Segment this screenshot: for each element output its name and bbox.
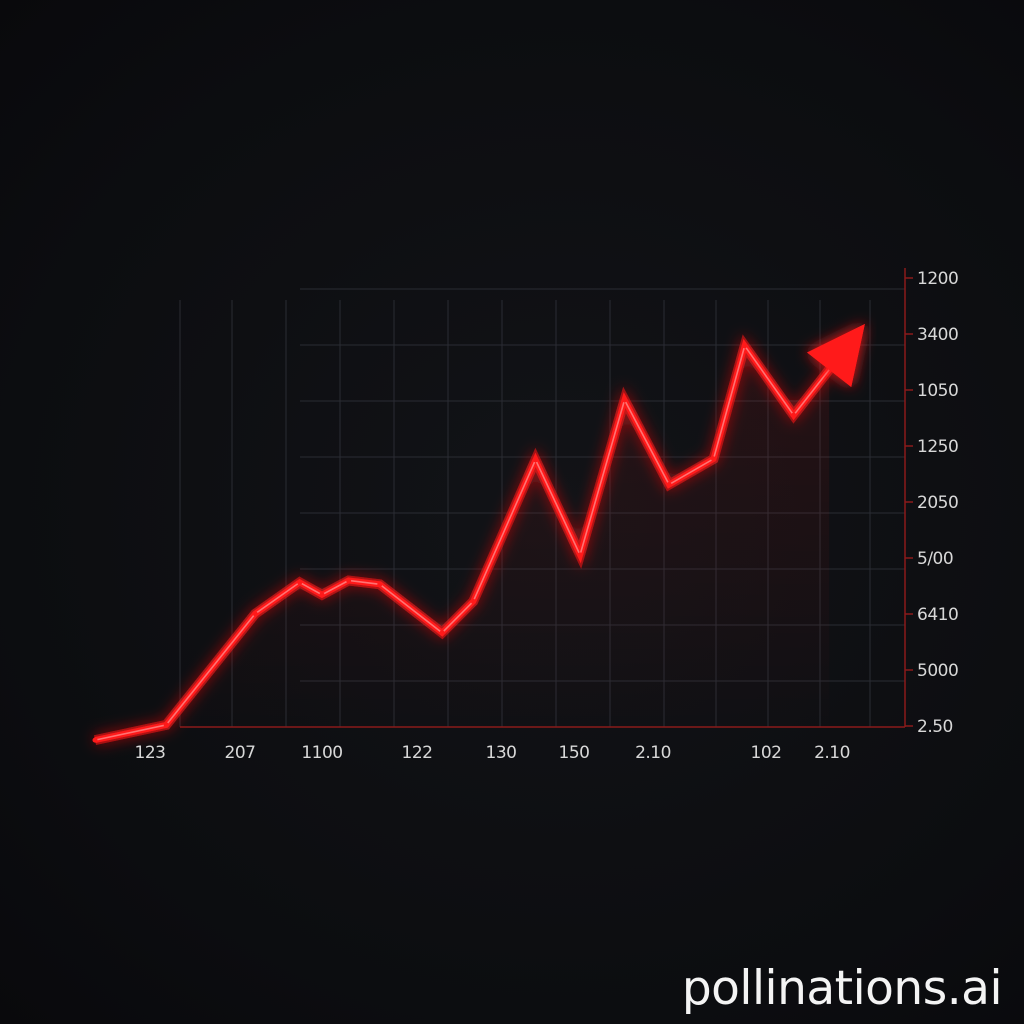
data-point: [622, 397, 628, 403]
data-point: [470, 598, 476, 604]
x-tick-label: 123: [135, 743, 166, 763]
series-arrow-head: [807, 324, 865, 387]
y-tick-label: 2.50: [917, 717, 953, 737]
watermark-text: pollinations.ai: [681, 961, 1003, 1016]
axes: [180, 268, 913, 728]
x-axis-ticks: 123 207 1100 122 130 150 2.10 102 2.10: [135, 743, 851, 763]
data-point: [346, 578, 352, 583]
y-tick-label: 3400: [917, 325, 958, 345]
data-point: [533, 457, 539, 463]
y-tick-label: 5000: [917, 661, 958, 681]
data-point: [92, 737, 98, 743]
data-point: [319, 592, 325, 598]
data-point: [252, 611, 258, 617]
x-tick-label: 122: [402, 743, 433, 763]
y-tick-label: 6410: [917, 605, 958, 625]
x-tick-label: 150: [559, 743, 590, 763]
data-point: [163, 722, 169, 728]
y-tick-label: 2050: [917, 493, 958, 513]
y-tick-label: 1250: [917, 437, 958, 457]
data-point: [742, 343, 748, 349]
x-tick-label: 2.10: [635, 743, 671, 763]
x-tick-label: 1100: [301, 743, 342, 763]
y-tick-label: 1200: [917, 269, 958, 289]
y-axis-ticks: 1200 3400 1050 1250 2050 5/00 6410 5000 2.50: [917, 269, 959, 737]
x-tick-label: 207: [225, 743, 256, 763]
data-point: [711, 456, 717, 462]
x-tick-label: 2.10: [814, 743, 850, 763]
x-tick-label: 102: [751, 743, 782, 763]
data-point: [666, 482, 672, 488]
data-point: [377, 581, 383, 587]
data-point: [297, 579, 303, 585]
data-point: [439, 630, 445, 636]
data-point: [577, 552, 583, 558]
x-tick-label: 130: [486, 743, 517, 763]
y-tick-label: 1050: [917, 381, 958, 401]
series-line-layer: [92, 324, 865, 745]
y-tick-label: 5/00: [917, 549, 953, 569]
data-point: [791, 412, 797, 418]
